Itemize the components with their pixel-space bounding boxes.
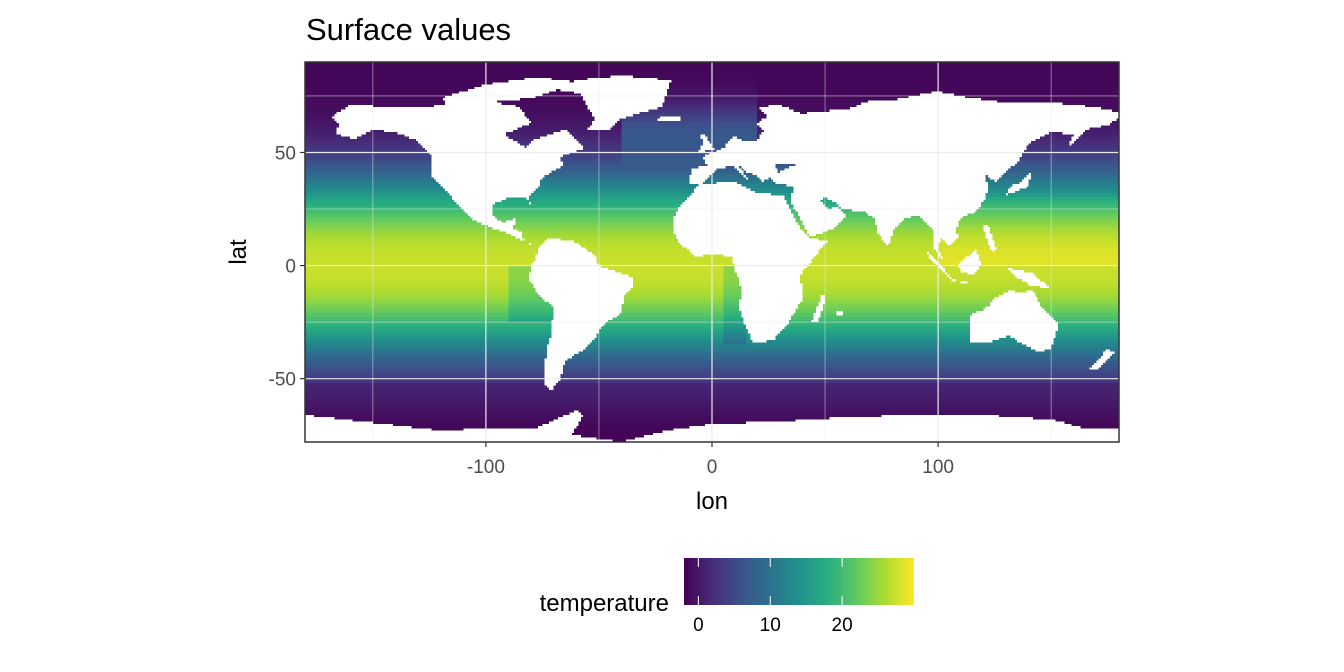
y-tick-label: 50: [275, 143, 296, 164]
legend-ticks: 0 10 20: [693, 558, 853, 636]
legend: temperature 0 10 20: [540, 558, 914, 636]
x-tick-label: 0: [707, 457, 718, 478]
legend-tick-label: 20: [832, 615, 853, 636]
y-tick-label: -50: [269, 370, 296, 391]
x-tick-label: -100: [467, 457, 505, 478]
y-axis: -50 0 50: [269, 143, 305, 391]
y-axis-title: lat: [225, 239, 252, 265]
legend-colorbar: [684, 558, 914, 605]
y-tick-label: 0: [285, 257, 296, 278]
x-tick-label: 100: [922, 457, 954, 478]
grid-lines: [305, 62, 1119, 442]
legend-tick-label: 0: [693, 615, 704, 636]
legend-tick-label: 10: [760, 615, 781, 636]
plot-panel: [304, 61, 1120, 443]
legend-title: temperature: [540, 590, 669, 617]
x-axis: -100 0 100: [467, 442, 954, 478]
chart-title: Surface values: [306, 12, 511, 47]
x-axis-title: lon: [696, 488, 728, 515]
